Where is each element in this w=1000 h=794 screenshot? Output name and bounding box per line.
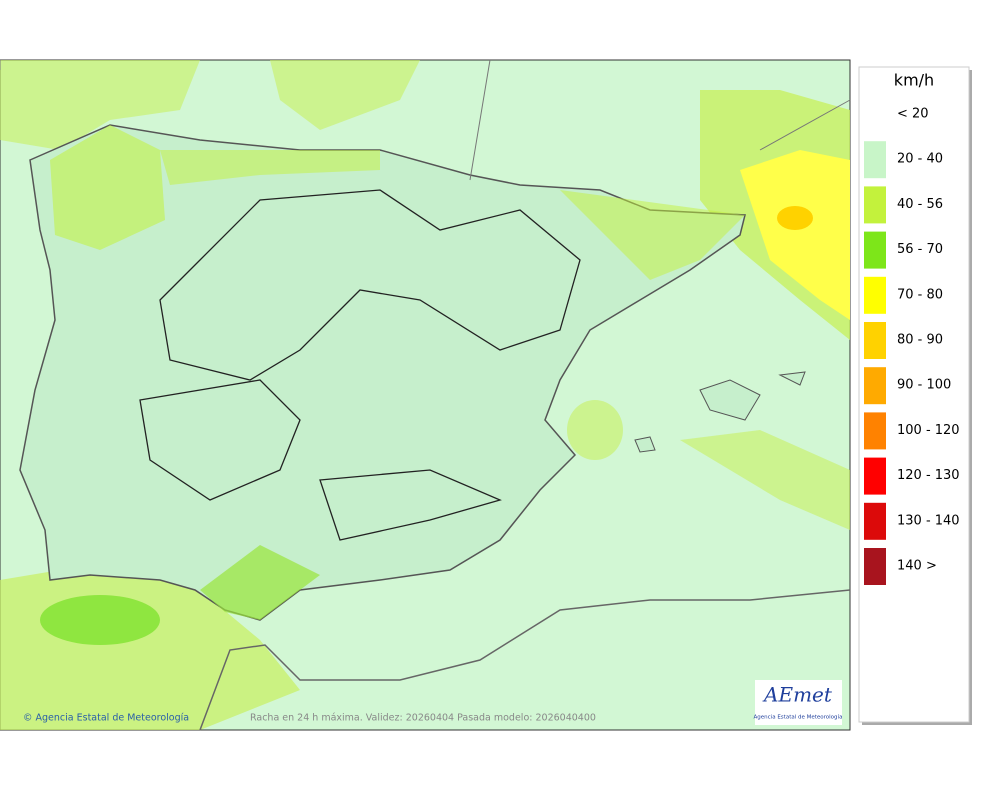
- wind-zone: [560, 190, 745, 280]
- logo-subtitle: Agencia Estatal de Meteorología: [754, 714, 843, 721]
- logo-box: [755, 680, 842, 725]
- legend-swatch: [864, 186, 886, 224]
- legend-label: 130 - 140: [897, 513, 960, 528]
- legend-label: 56 - 70: [897, 242, 943, 257]
- legend-swatch: [864, 367, 886, 405]
- legend-swatch: [864, 502, 886, 540]
- iberia-land: [19, 124, 746, 621]
- legend-swatch: [864, 412, 886, 450]
- legend: km/h < 20 20 - 40 40 - 56 56 - 70 70 - 80 80 …: [858, 66, 972, 725]
- credit: © Agencia Estatal de Meteorología: [23, 713, 189, 724]
- legend-swatch: [864, 276, 886, 314]
- wind-zone: [567, 400, 623, 460]
- wind-zone: [160, 150, 380, 185]
- legend-label: 120 - 130: [897, 468, 960, 483]
- wind-zone: [200, 545, 320, 620]
- legend-label: 100 - 120: [897, 423, 960, 438]
- legend-label: 40 - 56: [897, 197, 943, 212]
- legend-label: 140 >: [897, 559, 937, 574]
- logo-name: AEmet: [762, 683, 833, 707]
- wind-zone: [740, 150, 850, 320]
- caption: Racha en 24 h máxima. Validez: 20260404 …: [250, 713, 596, 724]
- coast-line: [0, 59, 851, 181]
- legend-label: 20 - 40: [897, 152, 943, 167]
- legend-swatch: [864, 231, 886, 269]
- wind-zone: [50, 125, 165, 250]
- wind-zone: [40, 595, 160, 645]
- map: © Agencia Estatal de Meteorología Racha …: [0, 59, 851, 731]
- wind-zone: [680, 430, 850, 530]
- legend-label: 90 - 100: [897, 378, 951, 393]
- legend-swatch: [864, 141, 886, 179]
- legend-swatch: [864, 457, 886, 495]
- legend-label: 70 - 80: [897, 287, 943, 302]
- wind-zone: [0, 60, 200, 150]
- legend-label: < 20: [897, 107, 929, 122]
- wind-zone: [777, 206, 813, 230]
- legend-swatch: [864, 548, 886, 585]
- legend-title: km/h: [894, 71, 934, 90]
- region-borders: [139, 189, 581, 541]
- legend-swatch: [864, 96, 886, 133]
- balearic-islands: [634, 371, 806, 453]
- legend-swatch: [864, 322, 886, 359]
- wind-zone: [270, 60, 420, 130]
- africa-coast: [199, 589, 851, 731]
- legend-label: 80 - 90: [897, 333, 943, 348]
